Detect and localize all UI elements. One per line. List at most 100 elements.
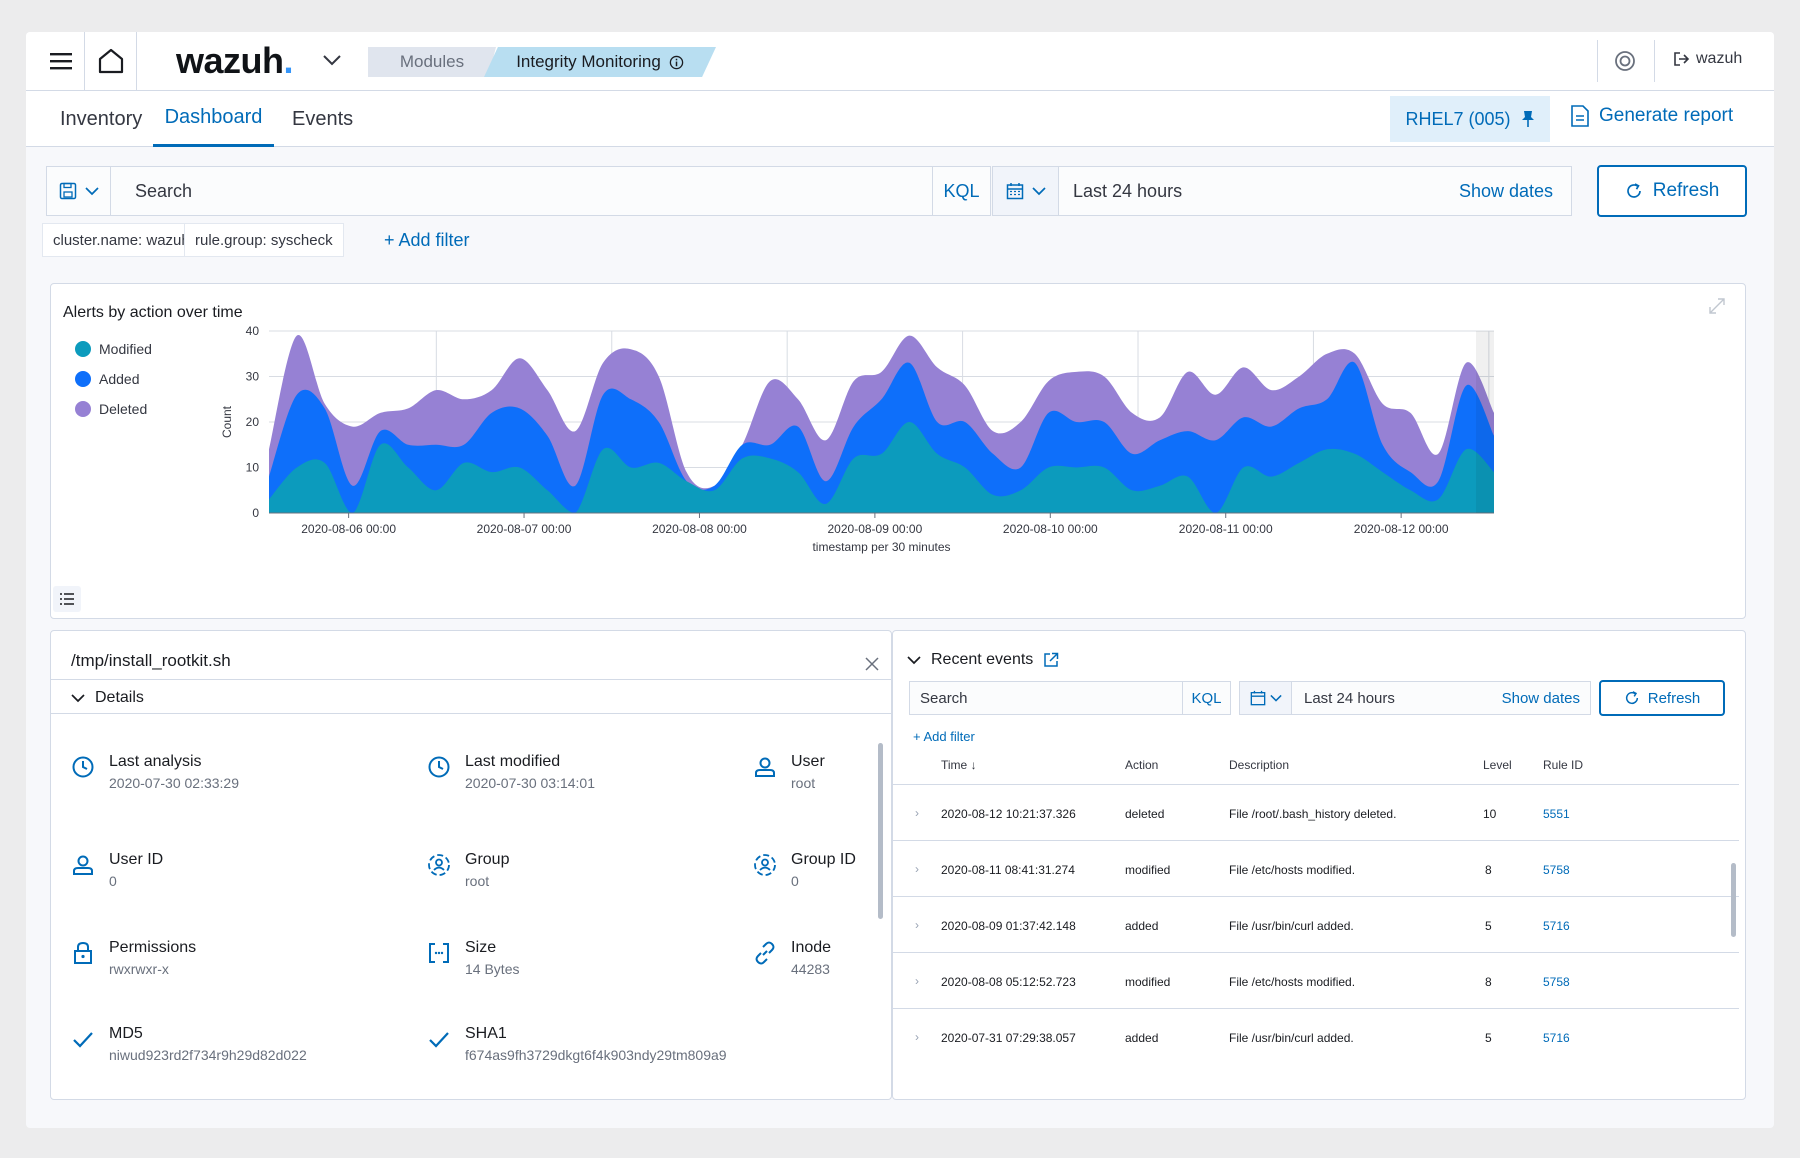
home-button[interactable] (85, 32, 137, 90)
attr-sha1: SHA1 f674as9fh3729dkgt6f4k903ndy29tm809a9 (427, 1023, 727, 1065)
breadcrumb-modules[interactable]: Modules (368, 47, 496, 77)
quick-date-menu[interactable] (993, 167, 1059, 215)
events-date-range[interactable]: Last 24 hours (1304, 690, 1395, 707)
expand-icon (1709, 298, 1725, 314)
cell-level: 5 (1485, 919, 1492, 933)
refresh-button[interactable]: Refresh (1597, 165, 1747, 217)
info-icon[interactable] (669, 55, 684, 70)
column-header-description[interactable]: Description (1229, 758, 1290, 772)
cell-description: File /usr/bin/curl added. (1229, 1031, 1354, 1045)
cell-rule-id[interactable]: 5716 (1543, 919, 1570, 933)
x-tick-label: 2020-08-11 00:00 (1179, 522, 1273, 536)
chevron-down-icon (1031, 187, 1046, 196)
attr-last-analysis: Last analysis 2020-07-30 02:33:29 (71, 751, 239, 793)
refresh-icon (1625, 691, 1638, 705)
show-dates-link[interactable]: Show dates (1458, 181, 1553, 201)
chevron-right-icon[interactable]: › (915, 862, 919, 876)
chevron-down-icon (84, 187, 99, 196)
x-tick-label: 2020-08-06 00:00 (301, 522, 396, 536)
legend-item-added[interactable]: Added (75, 364, 152, 394)
attr-label: User (791, 753, 825, 770)
table-row[interactable]: › 2020-08-08 05:12:52.723 modified File … (893, 952, 1739, 1008)
tab-dashboard[interactable]: Dashboard (153, 91, 274, 147)
cell-rule-id[interactable]: 5551 (1543, 807, 1570, 821)
app-switcher[interactable] (322, 50, 342, 75)
table-row[interactable]: › 2020-07-31 07:29:38.057 added File /us… (893, 1008, 1739, 1064)
scrollbar[interactable] (1731, 863, 1736, 937)
series-area-added[interactable] (269, 361, 1494, 513)
recent-events-header[interactable]: Recent events (907, 651, 1059, 669)
chart-title: Alerts by action over time (63, 304, 243, 321)
agent-label: RHEL7 (005) (1405, 108, 1511, 129)
pin-icon[interactable] (1521, 110, 1535, 128)
table-row[interactable]: › 2020-08-11 08:41:31.274 modified File … (893, 840, 1739, 896)
legend-toggle-button[interactable] (53, 586, 81, 612)
cell-level: 5 (1485, 1031, 1492, 1045)
tab-events[interactable]: Events (292, 91, 353, 147)
y-tick-label: 30 (246, 370, 260, 384)
user-menu[interactable]: wazuh (1674, 50, 1742, 68)
scrollbar[interactable] (878, 743, 883, 919)
column-header-level[interactable]: Level (1483, 758, 1512, 772)
external-link-icon[interactable] (1043, 652, 1059, 668)
chevron-right-icon[interactable]: › (915, 806, 919, 820)
legend-item-deleted[interactable]: Deleted (75, 394, 152, 424)
chevron-right-icon[interactable]: › (915, 918, 919, 932)
series-area-modified[interactable] (269, 422, 1494, 513)
events-search-input[interactable]: Search (920, 690, 968, 707)
table-row[interactable]: › 2020-08-12 10:21:37.326 deleted File /… (893, 784, 1739, 840)
column-header-rule-id[interactable]: Rule ID (1543, 758, 1584, 772)
chevron-right-icon[interactable]: › (915, 1030, 919, 1044)
x-tick-label: 2020-08-10 00:00 (1003, 522, 1098, 536)
events-kql-toggle[interactable]: KQL (1182, 682, 1230, 714)
breadcrumb-current[interactable]: Integrity Monitoring (484, 47, 716, 77)
cell-description: File /usr/bin/curl added. (1229, 919, 1354, 933)
events-quick-date-menu[interactable] (1240, 682, 1292, 714)
close-button[interactable] (865, 657, 879, 676)
file-path: /tmp/install_rootkit.sh (71, 651, 231, 670)
events-refresh-button[interactable]: Refresh (1599, 680, 1725, 716)
attr-md5: MD5 niwud923rd2f734r9h29d82d022 (71, 1023, 307, 1065)
details-accordion-toggle[interactable]: Details (71, 689, 144, 707)
attr-value: rwxrwxr-x (109, 961, 169, 977)
events-show-dates[interactable]: Show dates (1501, 690, 1580, 707)
attr-value: 0 (791, 873, 799, 889)
divider (51, 679, 891, 680)
chevron-down-icon (323, 55, 341, 66)
cell-rule-id[interactable]: 5758 (1543, 863, 1570, 877)
attr-label: Inode (791, 939, 832, 956)
tab-inventory[interactable]: Inventory (60, 91, 142, 147)
chevron-down-icon (1269, 694, 1282, 702)
calendar-icon (1250, 690, 1265, 706)
column-header-action[interactable]: Action (1125, 758, 1159, 772)
fullscreen-button[interactable] (1707, 296, 1727, 321)
kql-toggle[interactable]: KQL (932, 167, 990, 215)
attr-label: Group ID (791, 851, 856, 868)
saved-queries-button[interactable] (47, 167, 111, 215)
attr-label: Permissions (109, 939, 197, 956)
legend-item-modified[interactable]: Modified (75, 334, 152, 364)
y-tick-label: 40 (246, 324, 260, 338)
generate-report-button[interactable]: Generate report (1571, 105, 1733, 127)
filter-pill-rule-group[interactable]: rule.group: syscheck (184, 223, 344, 257)
cell-time: 2020-07-31 07:29:38.057 (941, 1031, 1076, 1045)
attr-value: f674as9fh3729dkgt6f4k903ndy29tm809a9 (465, 1047, 727, 1063)
attr-value: niwud923rd2f734r9h29d82d022 (109, 1047, 307, 1063)
agent-selector[interactable]: RHEL7 (005) (1390, 96, 1550, 142)
attr-value: root (791, 775, 816, 791)
filter-pill-cluster[interactable]: cluster.name: wazuh (42, 223, 201, 257)
cell-rule-id[interactable]: 5716 (1543, 1031, 1570, 1045)
date-range-text[interactable]: Last 24 hours (1073, 181, 1183, 201)
help-button[interactable] (1614, 50, 1636, 77)
add-filter-button[interactable]: + Add filter (384, 230, 470, 250)
search-input[interactable]: Search (135, 181, 193, 201)
table-row[interactable]: › 2020-08-09 01:37:42.148 added File /us… (893, 896, 1739, 952)
events-add-filter[interactable]: + Add filter (913, 729, 975, 744)
column-header-time[interactable]: Time ↓ (941, 758, 977, 772)
attr-group: Group root (427, 849, 509, 891)
chevron-right-icon[interactable]: › (915, 974, 919, 988)
wazuh-logo[interactable]: wazuh. (176, 40, 294, 82)
group-icon (754, 854, 776, 876)
menu-button[interactable] (38, 32, 85, 90)
cell-rule-id[interactable]: 5758 (1543, 975, 1570, 989)
